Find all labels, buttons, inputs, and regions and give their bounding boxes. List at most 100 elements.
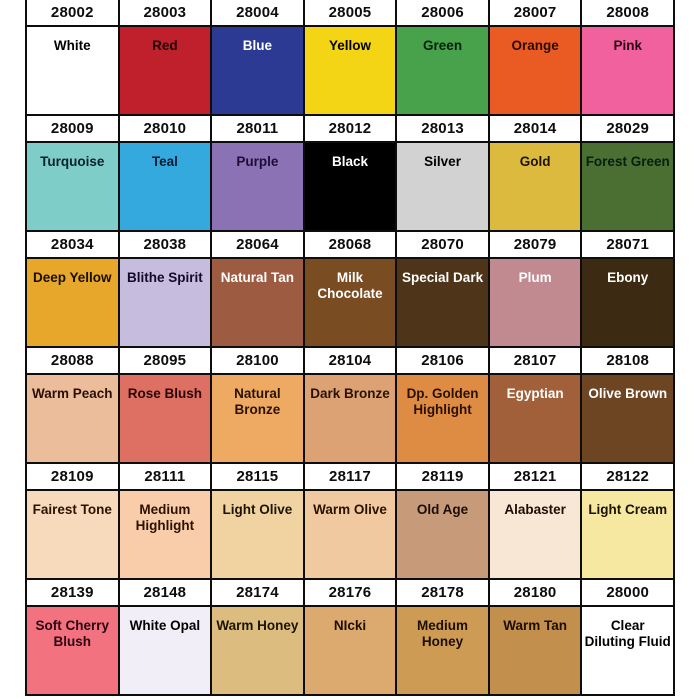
swatch-label: Blue [242,38,273,53]
code-cell-28106: 28106 [397,348,488,373]
swatch-deep-yellow: Deep Yellow [27,259,118,346]
swatch-white-opal: White Opal [119,607,211,694]
swatch-label: Medium Highlight [135,502,195,533]
swatch-label: Gold [519,154,551,169]
swatch-label: Green [423,38,463,53]
swatch-turquoise: Turquoise [27,143,118,230]
swatch-label: Dp. Golden Highlight [406,386,479,417]
code-cell-28011: 28011 [212,116,303,141]
code-cell-28176: 28176 [304,580,396,605]
code-cell-28038: 28038 [119,232,211,257]
code-cell-28119: 28119 [397,464,488,489]
code-cell-28088: 28088 [27,348,118,373]
swatch-label: Warm Olive [313,502,387,517]
swatch-label: Fairest Tone [32,502,112,517]
swatch-label: Pink [613,38,642,53]
code-cell-28079: 28079 [489,232,581,257]
swatch-label: White [53,38,91,53]
swatch-label: White Opal [129,618,201,633]
swatch-silver: Silver [397,143,488,230]
swatch-label: Teal [151,154,178,169]
code-cell-28104: 28104 [304,348,396,373]
code-cell-28109: 28109 [27,464,118,489]
swatch-yellow: Yellow [304,27,396,114]
swatch-label: Alabaster [504,502,566,517]
swatch-alabaster: Alabaster [489,491,581,578]
swatch-label: Milk Chocolate [317,270,383,301]
code-cell-28107: 28107 [489,348,581,373]
code-cell-28003: 28003 [119,0,211,25]
swatch-label: Natural Tan [220,270,295,285]
swatch-light-cream: Light Cream [582,491,673,578]
swatch-warm-honey: Warm Honey [212,607,303,694]
swatch-label: Light Olive [222,502,293,517]
swatch-teal: Teal [119,143,211,230]
swatch-dp-golden-highlight: Dp. Golden Highlight [397,375,488,462]
swatch-dark-bronze: Dark Bronze [304,375,396,462]
swatch-label: Warm Honey [216,618,299,633]
swatch-label: Rose Blush [127,386,202,401]
code-cell-28100: 28100 [212,348,303,373]
swatch-soft-cherry-blush: Soft Cherry Blush [27,607,118,694]
swatch-milk-chocolate: Milk Chocolate [304,259,396,346]
swatch-label: Special Dark [402,270,484,285]
code-cell-28064: 28064 [212,232,303,257]
code-cell-28002: 28002 [27,0,118,25]
swatch-label: Yellow [328,38,371,53]
swatch-label: Natural Bronze [234,386,281,417]
swatch-green: Green [397,27,488,114]
code-cell-28005: 28005 [304,0,396,25]
swatch-nicki: NIcki [304,607,396,694]
swatch-orange: Orange [489,27,581,114]
swatch-black: Black [304,143,396,230]
swatch-label: Red [152,38,178,53]
swatch-label: Medium Honey [417,618,469,649]
swatch-medium-highlight: Medium Highlight [119,491,211,578]
code-cell-28139: 28139 [27,580,118,605]
swatch-label: Egyptian [506,386,564,401]
swatch-label: Soft Cherry Blush [35,618,110,649]
code-cell-28121: 28121 [489,464,581,489]
swatch-label: Dark Bronze [310,386,390,401]
swatch-label: Silver [424,154,461,169]
swatch-pink: Pink [582,27,673,114]
swatch-rose-blush: Rose Blush [119,375,211,462]
code-cell-28111: 28111 [119,464,211,489]
swatch-blue: Blue [212,27,303,114]
swatch-blithe-spirit: Blithe Spirit [119,259,211,346]
code-cell-28071: 28071 [582,232,673,257]
code-cell-28174: 28174 [212,580,303,605]
swatch-label: Olive Brown [588,386,668,401]
swatch-label: Orange [511,38,559,53]
code-cell-28007: 28007 [489,0,581,25]
code-cell-28178: 28178 [397,580,488,605]
swatch-natural-tan: Natural Tan [212,259,303,346]
swatch-medium-honey: Medium Honey [397,607,488,694]
swatch-label: Deep Yellow [33,270,112,285]
code-cell-28180: 28180 [489,580,581,605]
swatch-natural-bronze: Natural Bronze [212,375,303,462]
code-cell-28014: 28014 [489,116,581,141]
code-cell-28122: 28122 [582,464,673,489]
swatch-light-olive: Light Olive [212,491,303,578]
swatch-ebony: Ebony [582,259,673,346]
swatch-label: Light Cream [588,502,668,517]
swatch-special-dark: Special Dark [397,259,488,346]
swatch-old-age: Old Age [397,491,488,578]
swatch-label: Black [331,154,368,169]
code-cell-28012: 28012 [304,116,396,141]
swatch-clear-diluting-fluid: Clear Diluting Fluid [582,607,673,694]
code-cell-28148: 28148 [119,580,211,605]
swatch-label: NIcki [333,618,367,633]
swatch-label: Blithe Spirit [126,270,203,285]
swatch-label: Plum [518,270,552,285]
swatch-gold: Gold [489,143,581,230]
swatch-label: Warm Peach [32,386,113,401]
swatch-label: Ebony [607,270,649,285]
code-cell-28009: 28009 [27,116,118,141]
code-cell-28115: 28115 [212,464,303,489]
code-cell-28108: 28108 [582,348,673,373]
swatch-white: White [27,27,118,114]
swatch-warm-tan: Warm Tan [489,607,581,694]
